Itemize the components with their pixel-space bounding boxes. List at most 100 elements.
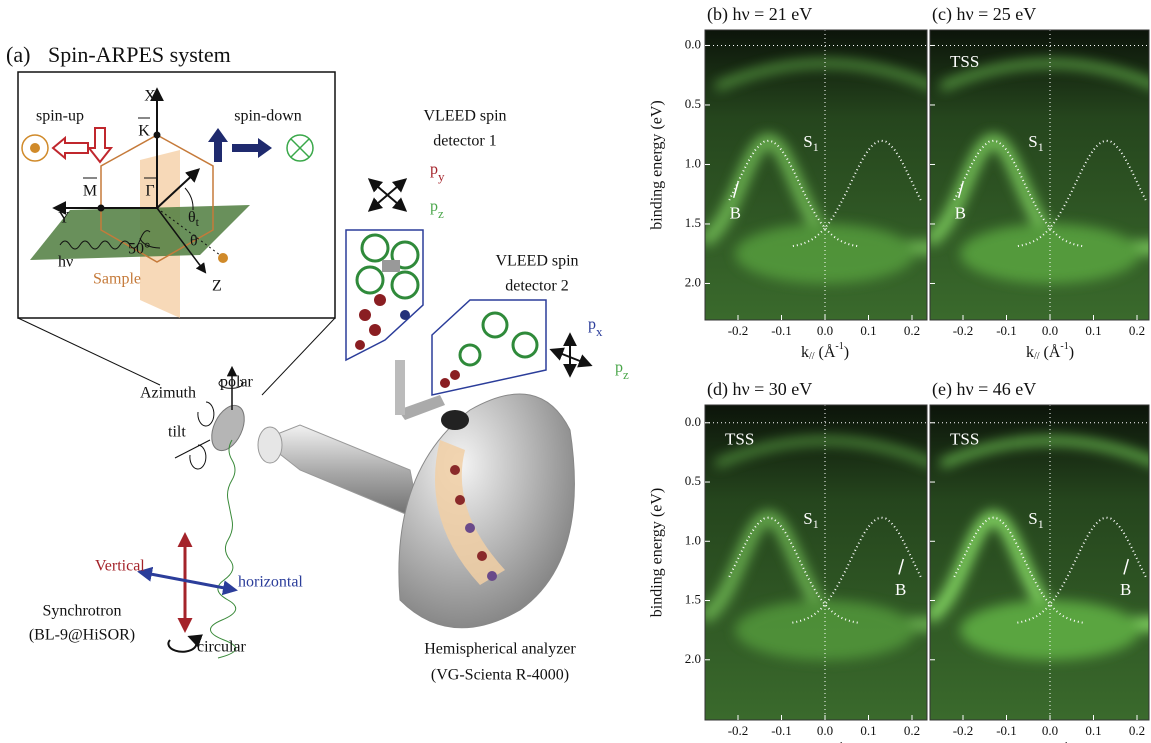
annotation: TSS — [725, 429, 754, 448]
gamma-label: Γ — [145, 183, 154, 200]
angle-label: θ — [190, 233, 198, 250]
x-tick-label: 0.2 — [1129, 723, 1145, 738]
x-tick-label: 0.2 — [1129, 323, 1145, 338]
annotation-main: S — [803, 132, 812, 151]
y-tick-label: 0.5 — [685, 473, 701, 488]
detector-body — [382, 260, 400, 272]
y-tick-label: 2.0 — [685, 651, 701, 666]
detector-label: detector 1 — [433, 133, 497, 150]
x-axis-label: k// (Å-1) — [801, 341, 849, 362]
lens-column — [258, 427, 282, 463]
xlabel-unit: (Å — [815, 343, 836, 361]
annotation: B — [730, 203, 741, 222]
y-axis-label: binding energy (eV) — [649, 100, 666, 229]
x-tick-label: 0.1 — [860, 723, 876, 738]
panel-a: (a) Spin-ARPES system X K spin — [6, 42, 629, 684]
y-tick-label: 1.5 — [685, 215, 701, 230]
sample-label: Sample — [93, 271, 141, 288]
annotation-main: S — [1028, 132, 1037, 151]
zoom-line — [18, 318, 160, 385]
source-label: Synchrotron — [42, 603, 121, 620]
photon-label: hν — [58, 254, 73, 271]
polarization-label: horizontal — [238, 574, 303, 591]
component-sub: x — [596, 324, 603, 339]
spectrum-image — [703, 405, 947, 720]
y-tick-label: 1.5 — [685, 592, 701, 607]
y-axis-label: binding energy (eV) — [649, 488, 666, 617]
polarization-label: Vertical — [95, 558, 145, 575]
polarization-arrow — [140, 572, 235, 590]
m-label: M — [83, 183, 97, 200]
manipulator — [205, 400, 251, 455]
figure: (a) Spin-ARPES system X K spin — [0, 0, 1151, 743]
zoom-line — [262, 318, 335, 395]
annotation: B — [955, 203, 966, 222]
panel-title: Spin-ARPES system — [48, 42, 231, 67]
polarization-label: circular — [197, 639, 247, 656]
detector-label: detector 2 — [505, 278, 569, 295]
x-tick-label: -0.1 — [996, 723, 1017, 738]
xlabel-sup: -1 — [1060, 341, 1068, 352]
annotation-sub: 1 — [1038, 140, 1044, 154]
arpes-panel: (b) hν = 21 eVS1B0.00.51.01.52.0-0.2-0.1… — [649, 4, 947, 362]
spin-label: spin-up — [36, 108, 84, 125]
xlabel-main: k — [801, 344, 809, 361]
x-tick-label: 0.0 — [817, 323, 833, 338]
component-sub: y — [438, 169, 445, 184]
y-tick-label: 1.0 — [685, 155, 701, 170]
x-tick-label: 0.1 — [1085, 723, 1101, 738]
x-tick-label: 0.1 — [860, 323, 876, 338]
annotation-main: S — [1028, 509, 1037, 528]
detector-label: VLEED spin — [423, 108, 506, 125]
detector-label: VLEED spin — [495, 253, 578, 270]
annotation-sub: 1 — [813, 517, 819, 531]
arpes-panel: (d) hν = 30 eVTSSS1B0.00.51.01.52.0-0.2-… — [649, 379, 947, 743]
electron — [218, 253, 228, 263]
y-tick-label: 0.0 — [685, 414, 701, 429]
exit-slit — [441, 410, 469, 430]
k-label: K — [138, 123, 150, 140]
axis-label: Y — [58, 210, 70, 227]
xlabel-close: ) — [1069, 344, 1074, 361]
axis-label: Z — [212, 278, 222, 295]
k-point — [154, 132, 161, 139]
component-main: p — [615, 359, 623, 376]
xlabel-main: k — [1026, 344, 1034, 361]
annotation-sub: 1 — [1038, 517, 1044, 531]
x-tick-label: -0.2 — [953, 323, 974, 338]
body: { "panel_a": { "label": "(a)", "title": … — [0, 0, 1151, 743]
spectrum-image — [928, 405, 1151, 720]
rotation-arrow — [198, 402, 214, 426]
x-tick-label: 0.0 — [1042, 323, 1058, 338]
electron-optics — [400, 310, 410, 320]
y-tick-label: 0.0 — [685, 36, 701, 51]
m-point — [98, 205, 105, 212]
hemisphere — [399, 394, 575, 628]
spectrum-image — [703, 30, 947, 320]
x-tick-label: -0.2 — [728, 723, 749, 738]
manipulator-label: polar — [220, 374, 254, 391]
transfer-tube — [398, 395, 445, 420]
annotation: TSS — [950, 429, 979, 448]
manipulator-label: Azimuth — [140, 385, 196, 402]
spin-component: px — [588, 316, 603, 339]
spectrum-image — [928, 30, 1151, 320]
component-main: p — [430, 161, 438, 178]
panel-label: (a) — [6, 42, 30, 67]
x-tick-label: -0.1 — [771, 323, 792, 338]
spin-component: pz — [615, 359, 629, 382]
spin-component: py — [430, 161, 445, 184]
component-main: p — [430, 198, 438, 215]
annotation-sub: 1 — [813, 140, 819, 154]
xlabel-close: ) — [844, 344, 849, 361]
y-tick-label: 2.0 — [685, 274, 701, 289]
component-main: p — [588, 316, 596, 333]
axis-label: X — [144, 88, 156, 105]
source-label: (BL-9@HiSOR) — [29, 627, 135, 644]
page: Spin-ARPES figure html, body { margin: 0… — [0, 0, 1151, 743]
x-tick-label: 0.0 — [1042, 723, 1058, 738]
spin-symbol — [30, 143, 40, 153]
x-axis-label: k// (Å-1) — [1026, 341, 1074, 362]
manipulator-label: tilt — [168, 424, 186, 441]
